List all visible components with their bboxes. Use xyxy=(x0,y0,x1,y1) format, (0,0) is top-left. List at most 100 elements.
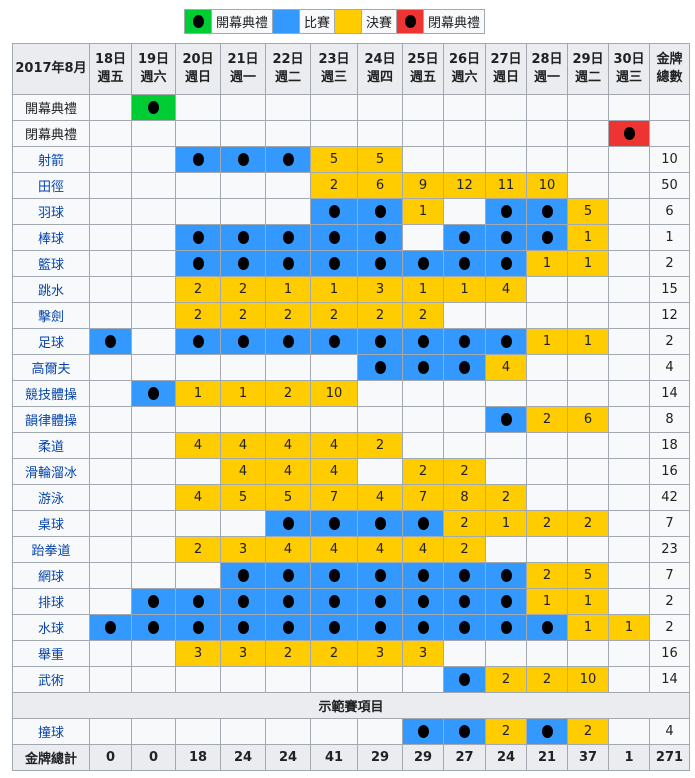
schedule-cell xyxy=(608,510,650,537)
schedule-cell xyxy=(131,354,176,381)
medal-total: 4 xyxy=(649,718,690,745)
dot-icon xyxy=(374,361,386,374)
schedule-cell xyxy=(608,276,650,303)
dot-icon xyxy=(541,231,553,244)
schedule-cell xyxy=(608,250,650,277)
final-cell: 2 xyxy=(220,302,266,329)
final-cell: 2 xyxy=(485,718,527,745)
schedule-cell xyxy=(89,198,132,225)
sport-link[interactable]: 棒球 xyxy=(12,224,90,251)
final-cell: 4 xyxy=(310,458,358,485)
sport-link[interactable]: 排球 xyxy=(12,588,90,615)
day-header: 28日 週一 xyxy=(526,43,568,95)
ceremony-label: 開幕典禮 xyxy=(12,94,90,121)
sport-link[interactable]: 游泳 xyxy=(12,484,90,511)
sport-link[interactable]: 網球 xyxy=(12,562,90,589)
schedule-cell xyxy=(131,666,176,693)
dot-icon xyxy=(105,335,116,348)
dot-icon xyxy=(237,153,249,166)
day-total: 24 xyxy=(265,744,311,771)
sport-link[interactable]: 高爾夫 xyxy=(12,354,90,381)
day-weekday: 週三 xyxy=(615,70,642,85)
event-cell xyxy=(485,250,527,277)
final-cell: 2 xyxy=(402,302,444,329)
dot-icon xyxy=(459,231,470,244)
sport-link[interactable]: 韻律體操 xyxy=(12,406,90,433)
schedule-cell xyxy=(89,536,132,563)
schedule-cell xyxy=(608,718,650,745)
sport-link[interactable]: 柔道 xyxy=(12,432,90,459)
sport-link[interactable]: 田徑 xyxy=(12,172,90,199)
event-cell xyxy=(402,510,444,537)
final-cell: 2 xyxy=(567,718,609,745)
sport-link[interactable]: 跆拳道 xyxy=(12,536,90,563)
sport-row: 跳水 2 2 1 1 3 1 1 4 15 xyxy=(12,276,690,303)
event-cell xyxy=(357,354,403,381)
schedule-cell xyxy=(310,94,358,121)
sport-link[interactable]: 桌球 xyxy=(12,510,90,537)
sport-link[interactable]: 跳水 xyxy=(12,276,90,303)
schedule-cell xyxy=(608,146,650,173)
event-cell xyxy=(220,146,266,173)
sport-link[interactable]: 羽球 xyxy=(12,198,90,225)
sport-link[interactable]: 撞球 xyxy=(12,718,90,745)
schedule-cell xyxy=(310,120,358,147)
schedule-cell xyxy=(567,380,609,407)
sport-link[interactable]: 足球 xyxy=(12,328,90,355)
dot-icon xyxy=(237,595,249,608)
schedule-cell xyxy=(89,588,132,615)
sport-link[interactable]: 水球 xyxy=(12,614,90,641)
schedule-cell xyxy=(89,224,132,251)
event-cell xyxy=(310,588,358,615)
final-cell: 3 xyxy=(402,640,444,667)
event-cell xyxy=(443,224,486,251)
sport-link[interactable]: 滑輪溜冰 xyxy=(12,458,90,485)
event-cell xyxy=(220,224,266,251)
legend-label-closing: 閉幕典禮 xyxy=(423,9,486,34)
schedule-cell xyxy=(220,198,266,225)
medal-total: 14 xyxy=(649,380,690,407)
sport-link[interactable]: 競技體操 xyxy=(12,380,90,407)
day-total: 29 xyxy=(402,744,444,771)
schedule-cell xyxy=(567,94,609,121)
day-date: 23日 xyxy=(318,52,350,67)
sport-row: 武術 2 2 10 14 xyxy=(12,666,690,693)
sport-link[interactable]: 射箭 xyxy=(12,146,90,173)
day-weekday: 週二 xyxy=(274,70,301,85)
final-cell: 10 xyxy=(567,666,609,693)
dot-icon xyxy=(374,257,386,270)
sport-link[interactable]: 籃球 xyxy=(12,250,90,277)
schedule-cell xyxy=(89,510,132,537)
schedule-cell xyxy=(89,250,132,277)
medal-total: 7 xyxy=(649,510,690,537)
dot-icon xyxy=(328,335,340,348)
schedule-cell xyxy=(526,432,568,459)
day-weekday: 週五 xyxy=(97,70,124,85)
schedule-cell xyxy=(131,328,176,355)
event-cell xyxy=(443,718,486,745)
medal-total: 7 xyxy=(649,562,690,589)
dot-icon xyxy=(282,621,294,634)
dot-icon xyxy=(374,621,386,634)
legend-label-event: 比賽 xyxy=(299,9,336,34)
event-cell xyxy=(443,328,486,355)
day-total: 0 xyxy=(131,744,176,771)
event-cell xyxy=(485,224,527,251)
dot-icon xyxy=(374,335,386,348)
event-cell xyxy=(443,354,486,381)
sport-link[interactable]: 武術 xyxy=(12,666,90,693)
schedule-cell xyxy=(89,458,132,485)
totals-label: 金牌總計 xyxy=(12,744,90,771)
sport-link[interactable]: 舉重 xyxy=(12,640,90,667)
medal-total: 4 xyxy=(649,354,690,381)
final-cell: 6 xyxy=(357,172,403,199)
event-cell xyxy=(526,224,568,251)
sport-row: 足球 1 1 2 xyxy=(12,328,690,355)
schedule-cell xyxy=(220,406,266,433)
sport-link[interactable]: 擊劍 xyxy=(12,302,90,329)
schedule-cell xyxy=(175,458,221,485)
dot-icon xyxy=(328,517,340,530)
schedule-cell xyxy=(567,536,609,563)
day-total: 37 xyxy=(567,744,609,771)
final-cell: 2 xyxy=(220,276,266,303)
